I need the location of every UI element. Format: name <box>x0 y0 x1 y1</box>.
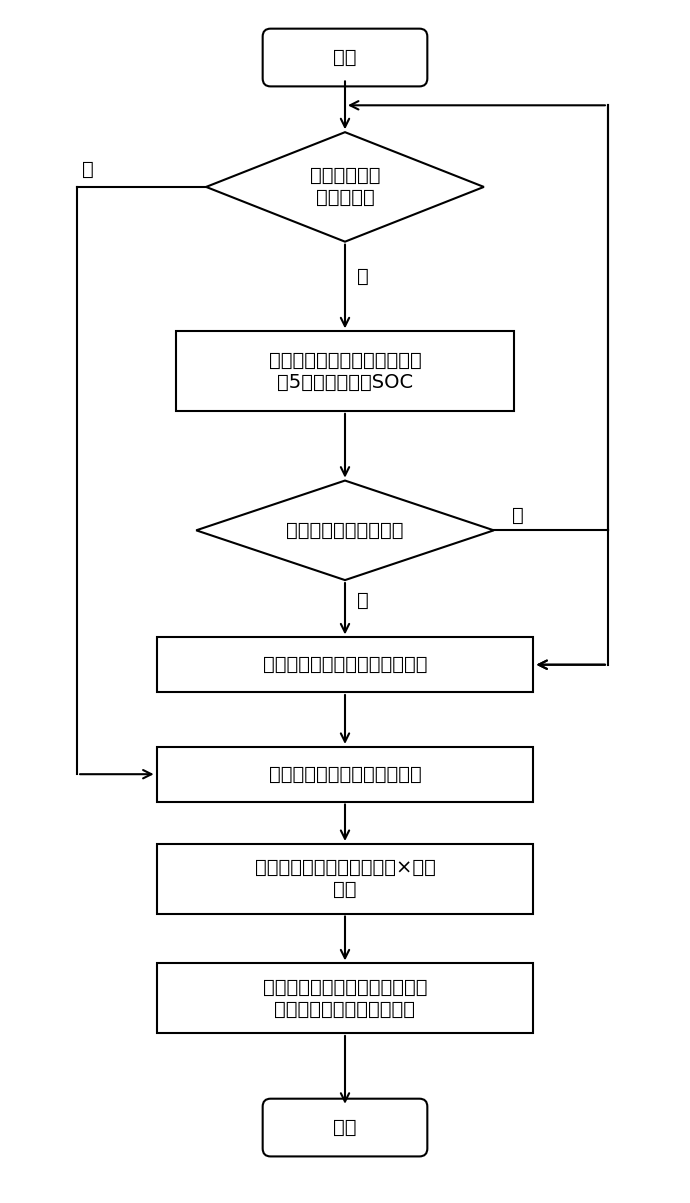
Bar <box>157 964 533 1033</box>
Text: 将车辆各时刻行驶里程代入式
（5）计算各时刻SOC: 将车辆各时刻行驶里程代入式 （5）计算各时刻SOC <box>268 350 422 391</box>
Text: 是: 是 <box>82 160 94 178</box>
Text: 各时刻各区域由放电的电动汽车
形成的分布式电源输出功率: 各时刻各区域由放电的电动汽车 形成的分布式电源输出功率 <box>263 978 427 1019</box>
Polygon shape <box>196 480 494 580</box>
Text: 各时刻各区域放电车辆的数量: 各时刻各区域放电车辆的数量 <box>268 765 422 783</box>
Bar <box>157 638 533 692</box>
Bar <box>177 331 513 411</box>
FancyBboxPatch shape <box>263 1098 427 1156</box>
Text: 记录放电的时间和车辆所在区域: 记录放电的时间和车辆所在区域 <box>263 656 427 674</box>
Text: 结束: 结束 <box>333 1118 357 1137</box>
Bar <box>157 747 533 801</box>
Text: 各时刻各区域放电车辆数量×放电
功率: 各时刻各区域放电车辆数量×放电 功率 <box>255 858 435 899</box>
Text: 是否按照放电模式计算: 是否按照放电模式计算 <box>286 521 404 540</box>
Text: 是: 是 <box>357 591 368 610</box>
Text: 否: 否 <box>357 267 368 286</box>
Text: 开始: 开始 <box>333 48 357 67</box>
Text: 否: 否 <box>512 506 524 525</box>
Polygon shape <box>206 132 484 242</box>
FancyBboxPatch shape <box>263 29 427 87</box>
Bar <box>157 843 533 913</box>
Text: 区域内车辆是
否全部记录: 区域内车辆是 否全部记录 <box>310 166 380 207</box>
